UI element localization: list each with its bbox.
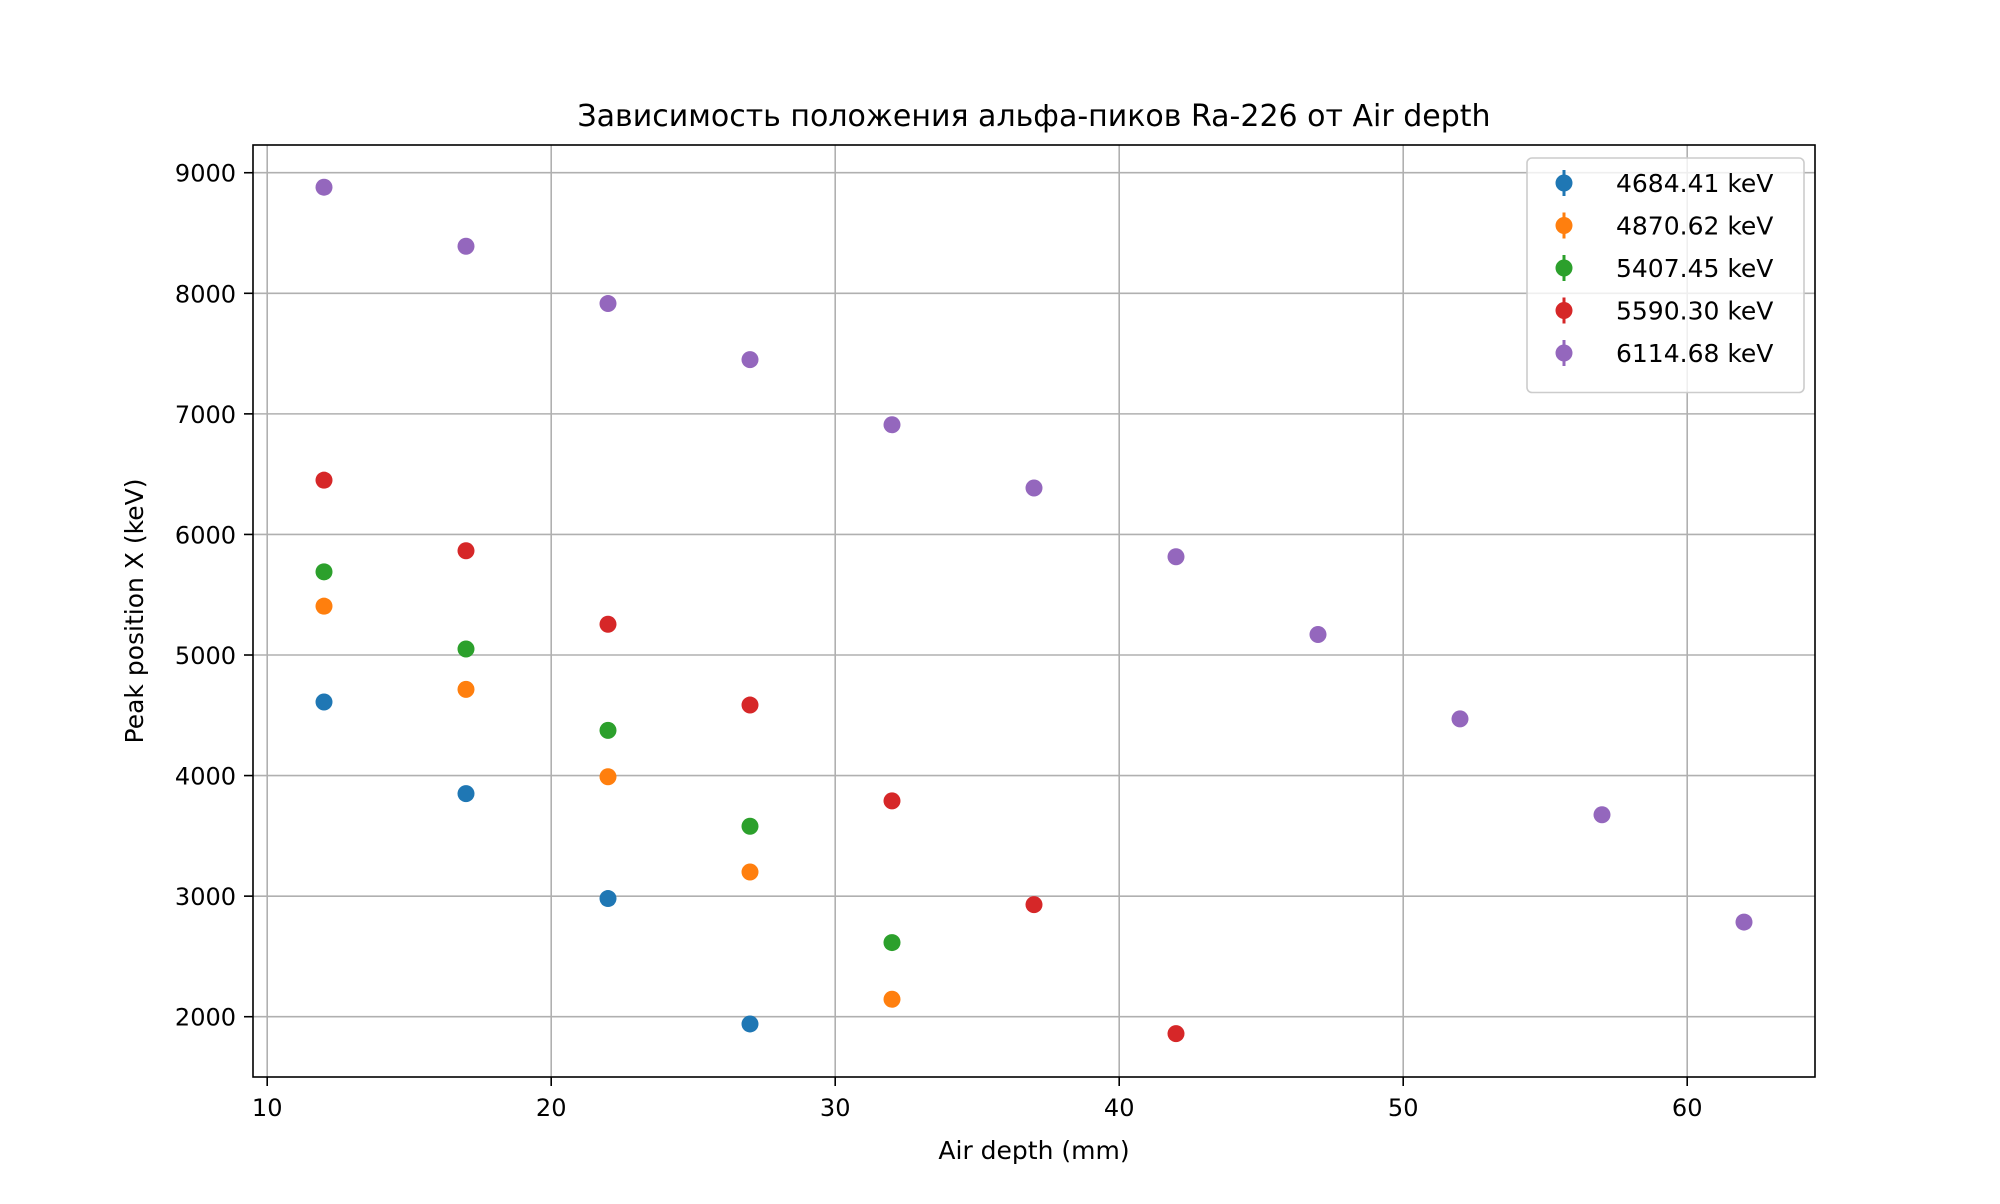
- data-point-series-2: [315, 597, 333, 615]
- x-tick-label: 30: [820, 1094, 851, 1122]
- data-point-series-5: [1593, 806, 1611, 824]
- y-tick-label: 7000: [175, 401, 236, 429]
- data-point-series-5: [883, 416, 901, 434]
- data-point-series-2: [599, 768, 617, 786]
- data-point-series-1: [599, 890, 617, 908]
- legend-label: 6114.68 keV: [1616, 339, 1773, 368]
- data-point-series-3: [315, 563, 333, 581]
- data-point-series-3: [883, 934, 901, 952]
- data-point-series-4: [1167, 1025, 1185, 1043]
- data-point-series-5: [457, 237, 475, 255]
- legend-marker: [1555, 174, 1573, 192]
- y-tick-label: 4000: [175, 763, 236, 791]
- y-tick-label: 2000: [175, 1004, 236, 1032]
- legend-item[interactable]: 5407.45 keV: [1555, 254, 1774, 283]
- legend-label: 5590.30 keV: [1616, 297, 1773, 326]
- data-point-series-4: [457, 542, 475, 560]
- x-tick-label: 10: [252, 1094, 283, 1122]
- legend-marker: [1555, 344, 1573, 362]
- legend-marker: [1555, 259, 1573, 277]
- data-point-series-5: [1735, 913, 1753, 931]
- data-point-series-1: [315, 693, 333, 711]
- grid-lines: [253, 145, 1815, 1077]
- x-tick-label: 60: [1672, 1094, 1703, 1122]
- data-point-series-5: [1309, 626, 1327, 644]
- legend-item[interactable]: 4684.41 keV: [1555, 169, 1774, 198]
- data-points: [315, 178, 1753, 1043]
- data-point-series-2: [741, 863, 759, 881]
- data-point-series-4: [883, 792, 901, 810]
- y-axis-label: Peak position X (keV): [120, 479, 149, 744]
- legend-marker: [1555, 302, 1573, 319]
- legend-label: 4684.41 keV: [1616, 169, 1773, 198]
- legend-item[interactable]: 6114.68 keV: [1555, 339, 1774, 368]
- y-tick-label: 9000: [175, 160, 236, 188]
- legend-box: [1526, 157, 1805, 394]
- legend-label: 5407.45 keV: [1616, 254, 1773, 283]
- data-point-series-5: [1167, 548, 1185, 566]
- data-point-series-2: [883, 990, 901, 1008]
- data-point-series-3: [741, 817, 759, 835]
- data-point-series-5: [599, 295, 617, 313]
- y-tick-label: 5000: [175, 642, 236, 670]
- y-tick-label: 8000: [175, 280, 236, 308]
- x-axis-label: Air depth (mm): [938, 1136, 1129, 1165]
- y-tick-label: 3000: [175, 883, 236, 911]
- plot-area-frame: [252, 144, 1816, 1078]
- data-point-series-3: [457, 640, 475, 658]
- chart-title: Зависимость положения альфа-пиков Ra-226…: [577, 99, 1490, 134]
- legend-label: 4870.62 keV: [1616, 212, 1773, 241]
- x-tick-label: 50: [1388, 1094, 1419, 1122]
- data-point-series-3: [599, 721, 617, 739]
- data-point-series-4: [315, 471, 333, 489]
- data-point-series-5: [315, 178, 333, 196]
- data-point-series-5: [1025, 479, 1043, 497]
- data-point-series-1: [457, 785, 475, 803]
- legend[interactable]: 4684.41 keV 4870.62 keV 5407.45 keV 5590.30…: [1526, 157, 1805, 394]
- data-point-series-5: [1451, 710, 1469, 728]
- data-point-series-5: [741, 351, 759, 369]
- data-point-series-2: [457, 680, 475, 698]
- legend-item[interactable]: 4870.62 keV: [1555, 212, 1774, 241]
- y-tick-label: 6000: [175, 521, 236, 549]
- legend-item[interactable]: 5590.30 keV: [1555, 297, 1774, 326]
- data-point-series-4: [599, 615, 617, 633]
- axes: 10 20 30 40 50 60 2000 3000 4000 5000 6000 7000 8000…: [175, 160, 1703, 1122]
- data-point-series-4: [741, 696, 759, 714]
- x-tick-label: 20: [536, 1094, 567, 1122]
- x-tick-label: 40: [1104, 1094, 1135, 1122]
- data-point-series-1: [741, 1015, 759, 1033]
- data-point-series-4: [1025, 896, 1043, 914]
- legend-marker: [1555, 217, 1573, 234]
